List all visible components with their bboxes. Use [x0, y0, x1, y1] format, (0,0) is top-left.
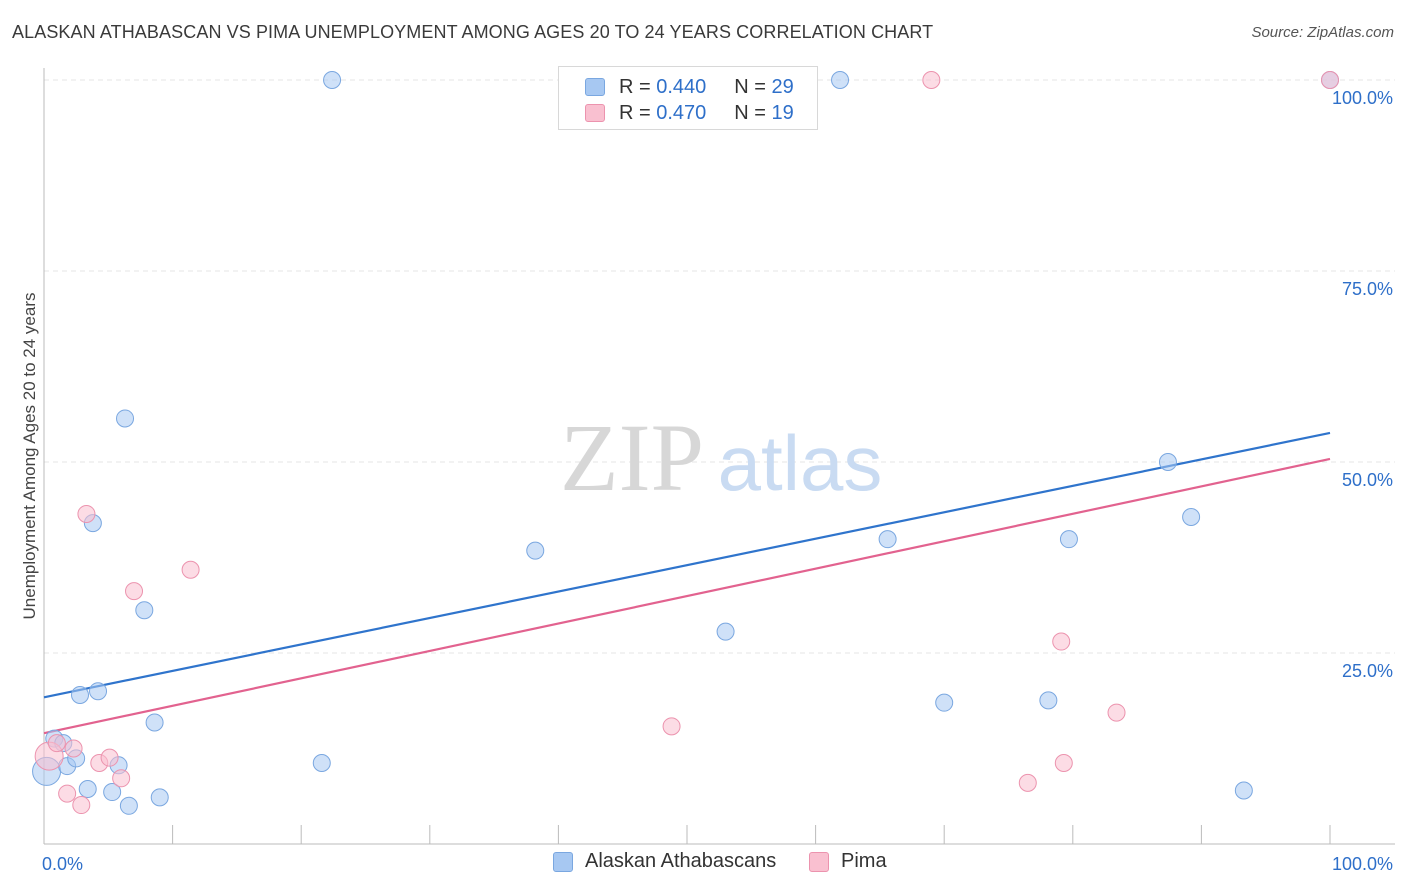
- athabascan-point: [1059, 530, 1078, 549]
- athabascan-point: [150, 788, 169, 807]
- axes: [43, 68, 1395, 845]
- athabascan-point: [78, 779, 97, 798]
- athabascan-point: [878, 530, 897, 549]
- pima-point: [1321, 71, 1339, 89]
- pima-point: [662, 717, 681, 736]
- athabascan-point: [103, 783, 122, 802]
- pima-point: [72, 796, 91, 815]
- n-value: 19: [771, 101, 794, 124]
- pima-point: [1107, 703, 1126, 722]
- pima-point: [1018, 773, 1037, 792]
- pima-point: [1054, 754, 1073, 773]
- y-tick-label: 75.0%: [1342, 279, 1393, 299]
- athabascan-point: [831, 71, 850, 89]
- trend-line: [43, 457, 1331, 735]
- pima-point: [47, 734, 66, 753]
- r-label: R =: [619, 75, 651, 98]
- gridlines: [44, 79, 1395, 654]
- y-tick-label: 25.0%: [1342, 661, 1393, 681]
- athabascan-point: [323, 71, 342, 89]
- pima-swatch: [809, 851, 829, 872]
- athabascan-point: [312, 754, 331, 773]
- r-value: 0.440: [656, 75, 707, 98]
- y-axis-label: Unemployment Among Ages 20 to 24 years: [20, 292, 39, 620]
- pima-point: [64, 739, 83, 758]
- data-points: [32, 71, 1339, 815]
- pima-point: [125, 582, 144, 601]
- y-tick-label: 50.0%: [1342, 470, 1393, 490]
- athabascan-point: [935, 693, 954, 712]
- watermark: ZIP atlas: [560, 404, 882, 511]
- athabascan-point: [89, 682, 108, 701]
- r-label: R =: [619, 101, 651, 124]
- n-label: N =: [734, 75, 766, 98]
- n-value: 29: [771, 75, 794, 98]
- athabascan-point: [1039, 691, 1058, 710]
- athabascan-point: [1182, 508, 1201, 527]
- athabascan-point: [116, 409, 135, 428]
- y-tick-label: 100.0%: [1332, 88, 1393, 108]
- athabascan-point: [716, 622, 735, 641]
- series-legend: Alaskan Athabascans Pima: [0, 850, 1406, 878]
- pima-point: [1052, 632, 1071, 651]
- pima-point: [181, 560, 200, 579]
- watermark-zip: ZIP: [560, 404, 704, 511]
- chart-title: ALASKAN ATHABASCAN VS PIMA UNEMPLOYMENT …: [12, 22, 934, 42]
- athabascan-point: [145, 713, 164, 732]
- x-tick-label: 100.0%: [1332, 854, 1393, 874]
- stats-legend-row-pima: R = 0.470 N = 19: [585, 99, 794, 127]
- pima-point: [922, 71, 941, 89]
- athabascan-point: [119, 796, 138, 815]
- pima-point: [77, 504, 96, 523]
- athabascan-point: [135, 601, 154, 620]
- legend-item-pima[interactable]: Pima: [809, 850, 887, 873]
- legend-item-athabascans[interactable]: Alaskan Athabascans: [553, 850, 776, 873]
- r-value: 0.470: [656, 101, 707, 124]
- source-credit: Source: ZipAtlas.com: [1251, 24, 1394, 41]
- stats-legend-row-athabascan: R = 0.440 N = 29: [585, 73, 794, 101]
- trend-lines: [43, 431, 1331, 735]
- tick-labels: 25.0% 50.0% 75.0% 100.0% 0.0% 100.0%: [42, 88, 1393, 874]
- n-label: N =: [734, 101, 766, 124]
- x-tick-label: 0.0%: [42, 854, 83, 874]
- athabascan-point: [526, 541, 545, 560]
- athabascan-swatch: [585, 78, 605, 96]
- trend-line: [43, 431, 1331, 699]
- pima-point: [58, 784, 77, 803]
- watermark-atlas: atlas: [718, 419, 883, 507]
- legend-label: Alaskan Athabascans: [585, 850, 777, 872]
- pima-point: [112, 769, 131, 788]
- athabascan-point: [71, 686, 90, 705]
- legend-label: Pima: [841, 850, 887, 872]
- athabascans-swatch: [553, 851, 573, 872]
- pima-swatch: [585, 104, 605, 122]
- pima-point: [100, 748, 119, 767]
- stats-legend: R = 0.440 N = 29 R = 0.470 N = 19: [558, 66, 818, 130]
- athabascan-point: [1158, 453, 1177, 471]
- athabascan-point: [1234, 781, 1253, 800]
